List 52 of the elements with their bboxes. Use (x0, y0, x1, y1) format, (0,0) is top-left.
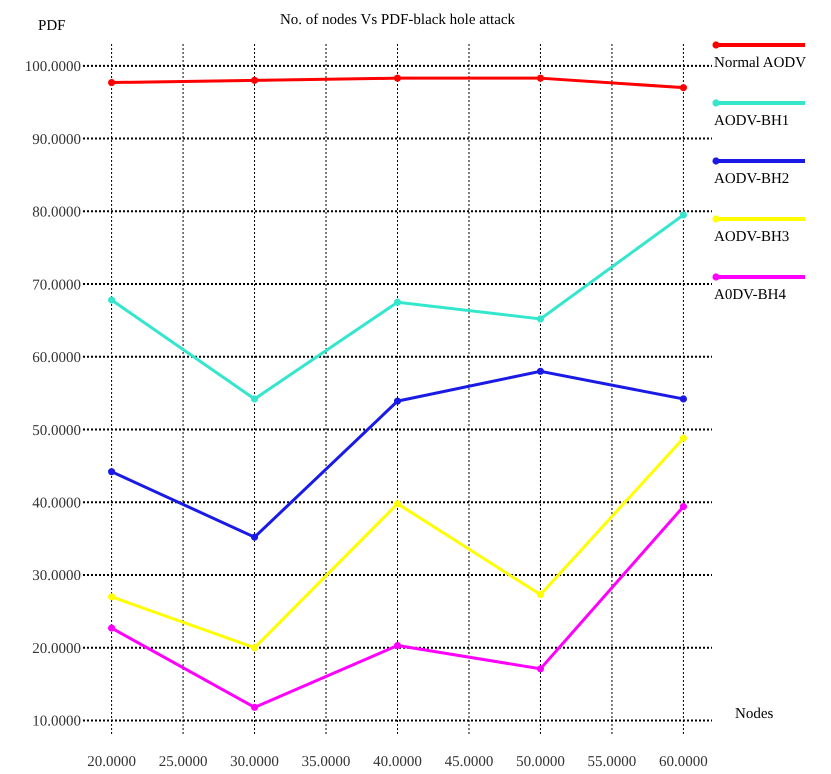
point (250, 704, 258, 711)
point (680, 84, 687, 92)
y-tick-label: 20.0000 (32, 640, 81, 657)
point (394, 398, 402, 405)
point (536, 591, 544, 598)
point (250, 644, 258, 652)
point (250, 76, 258, 84)
point (680, 434, 687, 442)
y-tick-label: 100.0000 (24, 59, 81, 76)
x-tick-label: 45.0000 (444, 754, 494, 770)
point (250, 395, 258, 403)
point (394, 500, 402, 508)
y-tick-label: 90.0000 (32, 132, 81, 148)
point (394, 74, 402, 82)
legend-label: AODV-BH1 (714, 113, 790, 129)
point (536, 315, 544, 323)
point (394, 298, 402, 306)
point (536, 368, 544, 375)
legend-label: AODV-BH2 (714, 171, 790, 187)
point (536, 74, 544, 82)
x-tick-label: 20.0000 (87, 754, 136, 770)
point (108, 296, 116, 304)
x-tick-label: 40.0000 (373, 754, 422, 770)
x-axis-title: Nodes (735, 706, 774, 722)
point (250, 534, 258, 541)
y-tick-label: 10.0000 (32, 714, 81, 730)
point (680, 503, 687, 510)
legend-label: Normal AODV (714, 55, 806, 71)
point (680, 211, 687, 218)
x-tick-label: 55.0000 (588, 754, 636, 770)
y-tick-label: 70.0000 (32, 277, 81, 294)
point (394, 642, 402, 650)
x-tick-label: 50.0000 (516, 754, 565, 770)
y-tick-label: 60.0000 (32, 350, 81, 366)
point (108, 78, 116, 86)
point (108, 624, 116, 632)
legend-label: A0DV-BH4 (714, 287, 786, 303)
legend-label: AODV-BH3 (714, 229, 790, 245)
point (108, 593, 116, 600)
x-tick-label: 35.0000 (302, 754, 350, 770)
y-tick-label: 80.0000 (32, 204, 81, 221)
y-tick-label: 30.0000 (32, 568, 81, 584)
y-tick-label: 50.0000 (32, 422, 81, 439)
x-tick-label: 60.0000 (659, 754, 708, 770)
x-tick-label: 25.0000 (158, 754, 208, 770)
y-tick-label: 40.0000 (32, 495, 81, 512)
point (680, 395, 687, 403)
point (108, 468, 116, 476)
y-axis-title: PDF (38, 18, 66, 34)
point (536, 665, 544, 672)
x-tick-label: 30.0000 (230, 754, 279, 770)
chart-title: No. of nodes Vs PDF-black hole attack (280, 12, 516, 28)
